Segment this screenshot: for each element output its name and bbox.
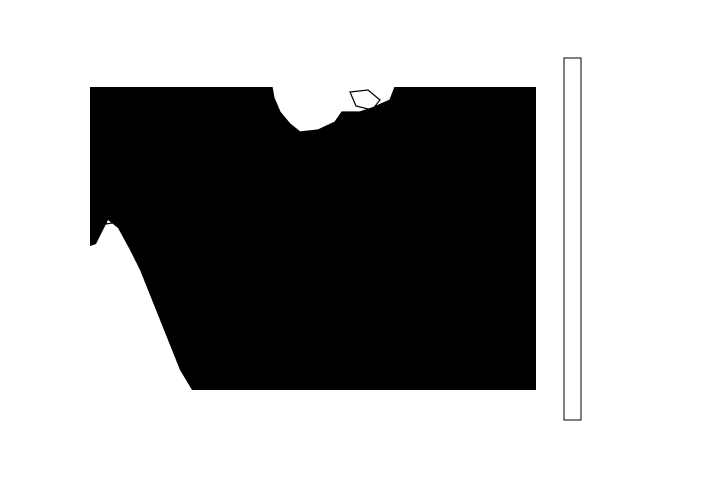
outside-domain-sw (90, 220, 192, 390)
data-domain (90, 118, 536, 390)
scandinavia-land (272, 87, 395, 132)
coastline-islands (167, 87, 446, 213)
adriatic-sea (382, 358, 460, 390)
coastline (90, 117, 536, 225)
coastline-south (381, 357, 461, 390)
colorbar-outline (563, 57, 582, 421)
